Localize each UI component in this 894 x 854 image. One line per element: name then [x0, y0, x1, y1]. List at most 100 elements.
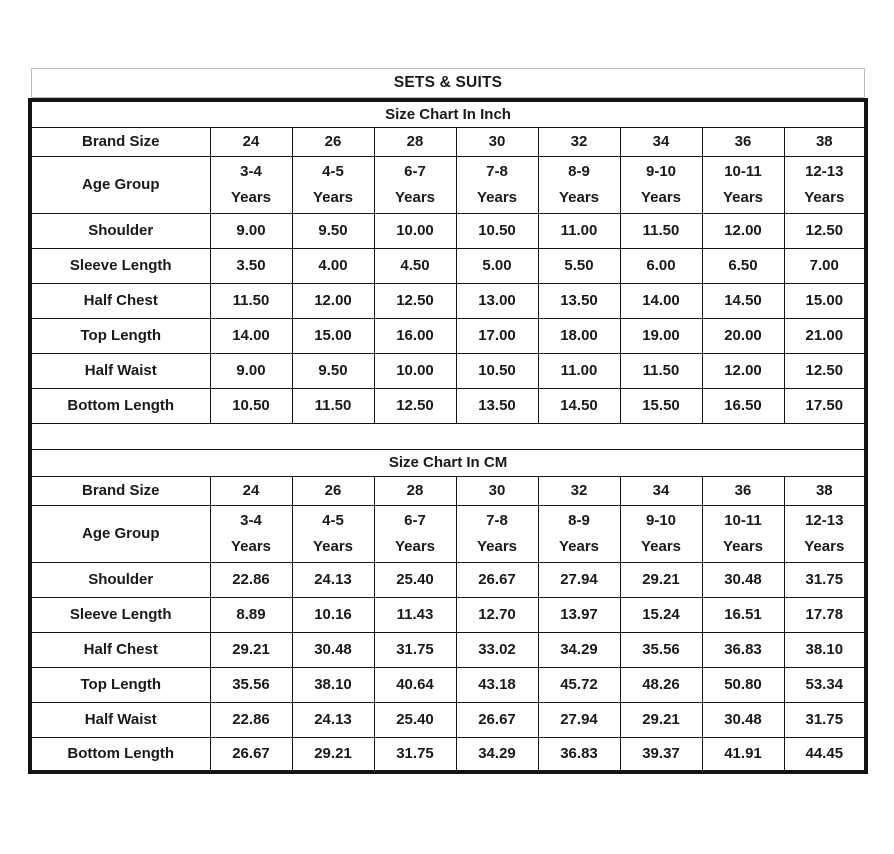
- measurement-value: 12.50: [783, 212, 867, 249]
- measurement-value: 8.89: [209, 596, 293, 633]
- measurement-value: 26.67: [455, 561, 539, 598]
- row-label: Brand Size: [29, 126, 211, 157]
- measurement-row: Top Length 35.56 38.10 40.64 43.18 45.72 48.26…: [29, 666, 867, 703]
- measurement-value: 15.00: [291, 317, 375, 354]
- measurement-value: 4.50: [373, 247, 457, 284]
- brand-size-value: 34: [619, 126, 703, 157]
- age-group-value: 6-7 Years: [373, 504, 457, 563]
- age-range: 3-4: [240, 511, 262, 529]
- measurement-value: 12.00: [701, 212, 785, 249]
- measurement-value: 12.70: [455, 596, 539, 633]
- measurement-value: 31.75: [373, 631, 457, 668]
- measurement-value: 9.00: [209, 352, 293, 389]
- brand-size-value: 28: [373, 475, 457, 506]
- row-label: Age Group: [29, 504, 211, 563]
- size-chart-sheet: SETS & SUITS Size Chart In Inch Brand Siz…: [28, 68, 869, 774]
- measurement-value: 22.86: [209, 701, 293, 738]
- age-range: 8-9: [568, 511, 590, 529]
- measurement-value: 22.86: [209, 561, 293, 598]
- measurement-value: 9.00: [209, 212, 293, 249]
- measurement-value: 35.56: [619, 631, 703, 668]
- row-label: Half Chest: [29, 631, 211, 668]
- row-label: Top Length: [29, 317, 211, 354]
- measurement-value: 14.50: [701, 282, 785, 319]
- measurement-value: 13.50: [455, 387, 539, 424]
- measurement-value: 14.00: [619, 282, 703, 319]
- measurement-value: 41.91: [701, 736, 785, 773]
- age-range: 7-8: [486, 511, 508, 529]
- age-group-value: 8-9 Years: [537, 504, 621, 563]
- measurement-value: 12.50: [373, 387, 457, 424]
- measurement-value: 27.94: [537, 701, 621, 738]
- measurement-value: 11.43: [373, 596, 457, 633]
- age-suffix: Years: [312, 537, 354, 555]
- measurement-value: 16.00: [373, 317, 457, 354]
- brand-size-value: 24: [209, 126, 293, 157]
- measurement-value: 13.50: [537, 282, 621, 319]
- measurement-value: 3.50: [209, 247, 293, 284]
- age-suffix: Years: [312, 188, 354, 206]
- measurement-value: 17.78: [783, 596, 867, 633]
- measurement-value: 11.50: [209, 282, 293, 319]
- measurement-value: 9.50: [291, 352, 375, 389]
- measurement-value: 34.29: [455, 736, 539, 773]
- measurement-value: 12.50: [783, 352, 867, 389]
- measurement-value: 33.02: [455, 631, 539, 668]
- measurement-value: 10.16: [291, 596, 375, 633]
- brand-size-value: 38: [783, 475, 867, 506]
- measurement-value: 13.00: [455, 282, 539, 319]
- measurement-value: 12.00: [701, 352, 785, 389]
- age-range: 3-4: [240, 162, 262, 180]
- brand-size-value: 30: [455, 126, 539, 157]
- measurement-value: 30.48: [701, 701, 785, 738]
- age-range: 10-11: [724, 511, 762, 529]
- measurement-value: 25.40: [373, 701, 457, 738]
- measurement-value: 15.00: [783, 282, 867, 319]
- age-range: 7-8: [486, 162, 508, 180]
- age-suffix: Years: [394, 537, 436, 555]
- measurement-value: 31.75: [783, 701, 867, 738]
- measurement-value: 26.67: [209, 736, 293, 773]
- age-group-value: 4-5 Years: [291, 504, 375, 563]
- age-suffix: Years: [558, 188, 600, 206]
- age-group-value: 12-13 Years: [783, 504, 867, 563]
- age-suffix: Years: [476, 188, 518, 206]
- brand-size-row: Brand Size 24 26 28 30 32 34 36 38: [29, 475, 867, 506]
- measurement-value: 31.75: [783, 561, 867, 598]
- page-title: SETS & SUITS: [31, 68, 865, 98]
- measurement-value: 5.00: [455, 247, 539, 284]
- measurement-value: 16.51: [701, 596, 785, 633]
- row-label: Shoulder: [29, 212, 211, 249]
- measurement-row: Half Waist 22.86 24.13 25.40 26.67 27.94 29.21…: [29, 701, 867, 738]
- measurement-value: 30.48: [291, 631, 375, 668]
- age-range: 4-5: [322, 162, 344, 180]
- measurement-value: 11.00: [537, 352, 621, 389]
- brand-size-value: 38: [783, 126, 867, 157]
- age-suffix: Years: [394, 188, 436, 206]
- age-group-value: 7-8 Years: [455, 155, 539, 214]
- measurement-value: 19.00: [619, 317, 703, 354]
- age-range: 12-13: [805, 511, 844, 529]
- measurement-value: 39.37: [619, 736, 703, 773]
- row-label: Half Waist: [29, 701, 211, 738]
- row-label: Brand Size: [29, 475, 211, 506]
- row-label: Shoulder: [29, 561, 211, 598]
- age-range: 9-10: [645, 511, 677, 529]
- brand-size-value: 36: [701, 126, 785, 157]
- brand-size-value: 32: [537, 126, 621, 157]
- measurement-value: 53.34: [783, 666, 867, 703]
- measurement-value: 5.50: [537, 247, 621, 284]
- measurement-row: Half Waist 9.00 9.50 10.00 10.50 11.00 11.50 12…: [29, 352, 867, 389]
- measurement-row: Sleeve Length 8.89 10.16 11.43 12.70 13.97 15.…: [29, 596, 867, 633]
- row-label: Half Chest: [29, 282, 211, 319]
- measurement-value: 10.00: [373, 352, 457, 389]
- age-range: 6-7: [404, 162, 426, 180]
- measurement-value: 35.56: [209, 666, 293, 703]
- row-label: Sleeve Length: [29, 596, 211, 633]
- measurement-row: Half Chest 11.50 12.00 12.50 13.00 13.50 14.00…: [29, 282, 867, 319]
- measurement-row: Half Chest 29.21 30.48 31.75 33.02 34.29 35.56…: [29, 631, 867, 668]
- measurement-value: 29.21: [209, 631, 293, 668]
- measurement-value: 25.40: [373, 561, 457, 598]
- age-suffix: Years: [230, 188, 272, 206]
- brand-size-value: 26: [291, 126, 375, 157]
